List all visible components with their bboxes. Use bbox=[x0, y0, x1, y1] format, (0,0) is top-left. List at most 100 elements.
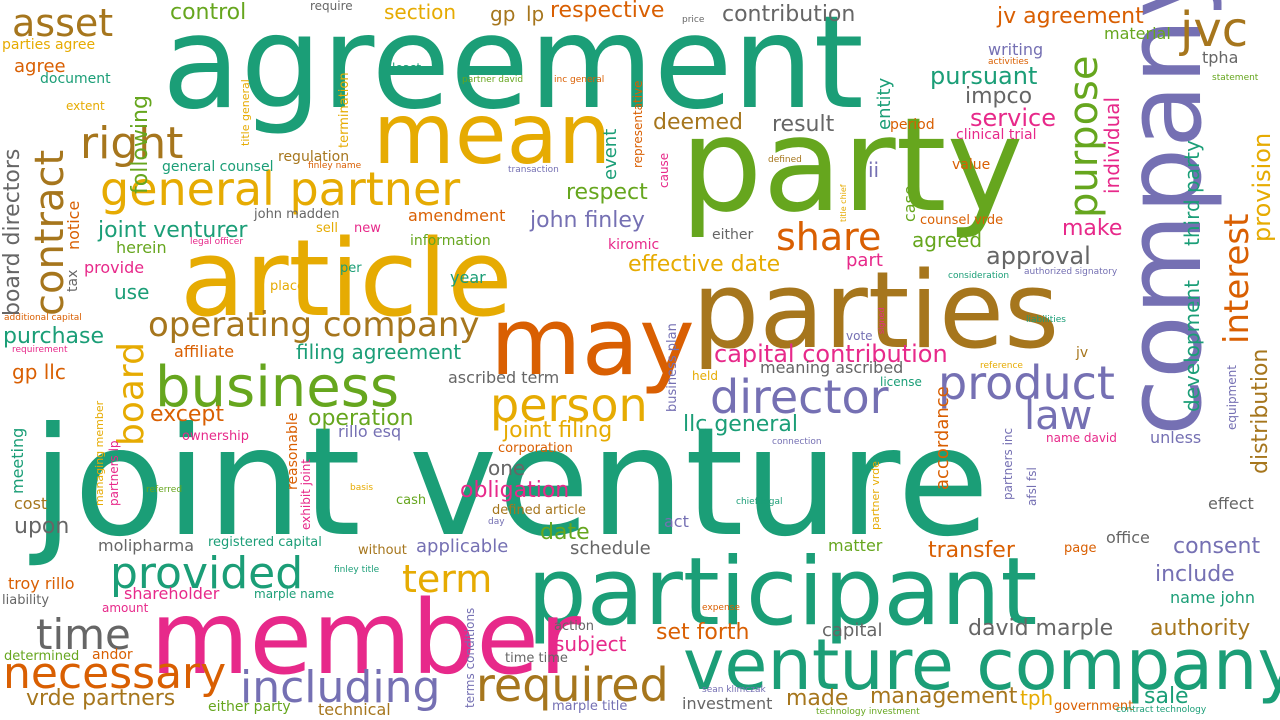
word: regulation bbox=[278, 149, 350, 165]
word: without bbox=[358, 543, 407, 558]
word: vote bbox=[846, 329, 873, 343]
word: government bbox=[1054, 699, 1134, 714]
word: value bbox=[952, 157, 991, 173]
word: meeting bbox=[8, 427, 27, 494]
word: one bbox=[488, 456, 526, 480]
word: defined bbox=[768, 155, 802, 165]
word: joint filing bbox=[503, 418, 613, 443]
word: made bbox=[786, 686, 849, 711]
word: following bbox=[128, 95, 153, 194]
word: place bbox=[270, 279, 305, 294]
word: make bbox=[1062, 216, 1123, 241]
word: affiliate bbox=[174, 342, 235, 361]
word: asset bbox=[12, 1, 114, 45]
word: john finley bbox=[530, 208, 645, 233]
word: meaning ascribed bbox=[760, 358, 904, 377]
word: title chief bbox=[839, 184, 848, 222]
word: general counsel bbox=[162, 159, 274, 175]
word: termination bbox=[337, 72, 352, 148]
word: name john bbox=[1170, 588, 1255, 607]
word: provided bbox=[110, 548, 304, 599]
word: effect bbox=[1208, 494, 1254, 513]
word: marple name bbox=[254, 587, 335, 601]
word: writing bbox=[988, 40, 1044, 59]
word: include bbox=[1155, 562, 1235, 587]
word: agreement bbox=[162, 0, 864, 138]
word: title general bbox=[239, 79, 252, 146]
word: day bbox=[488, 517, 505, 527]
word: cause bbox=[657, 152, 671, 188]
word: upon bbox=[14, 514, 70, 539]
word: authorized signatory bbox=[1024, 267, 1118, 277]
word: authority bbox=[1150, 616, 1251, 641]
word: part bbox=[846, 250, 883, 271]
word: jvc bbox=[1180, 2, 1249, 58]
word: result bbox=[772, 112, 835, 137]
word: operation bbox=[308, 406, 414, 431]
word: case bbox=[900, 185, 919, 222]
word: amount bbox=[102, 601, 149, 615]
word: filing agreement bbox=[296, 340, 462, 364]
word: mean bbox=[373, 85, 612, 183]
word: board directors bbox=[0, 148, 25, 316]
word: new bbox=[354, 221, 381, 236]
word: share bbox=[776, 215, 882, 259]
word: contribution bbox=[722, 2, 856, 27]
word: gp bbox=[490, 2, 516, 26]
word: either bbox=[712, 227, 754, 243]
word: purchase bbox=[3, 324, 104, 349]
word: exhibit joint bbox=[299, 458, 313, 530]
word: schedule bbox=[570, 538, 651, 559]
word: third party bbox=[1180, 140, 1204, 246]
word: sell bbox=[316, 221, 338, 236]
word: period bbox=[890, 117, 935, 133]
word: ascribed term bbox=[448, 368, 560, 387]
word: sale bbox=[1144, 684, 1189, 709]
word: information bbox=[410, 233, 491, 249]
word: activities bbox=[988, 57, 1029, 67]
word: partner vrde bbox=[869, 461, 882, 530]
word: license bbox=[880, 375, 922, 389]
word: tph bbox=[1020, 686, 1054, 710]
word: notice bbox=[64, 200, 83, 250]
word: page bbox=[1064, 541, 1097, 556]
word: venture company bbox=[683, 624, 1280, 706]
word: partners lp bbox=[107, 440, 121, 506]
word: obligation bbox=[460, 478, 570, 503]
word: david marple bbox=[968, 616, 1114, 641]
word: set forth bbox=[656, 620, 750, 645]
word: require bbox=[310, 0, 353, 13]
word: consideration bbox=[948, 271, 1010, 281]
word: sean klimczak bbox=[702, 685, 766, 695]
word: connection bbox=[772, 437, 822, 447]
word: corporation bbox=[498, 441, 573, 456]
word: act bbox=[664, 512, 689, 531]
word: management bbox=[870, 684, 1018, 709]
word: control bbox=[170, 0, 247, 25]
word: amendment bbox=[408, 206, 506, 225]
word: tax bbox=[65, 269, 81, 292]
word: term bbox=[402, 557, 493, 601]
word: vrde partners bbox=[26, 686, 176, 711]
word: name david bbox=[1046, 431, 1117, 445]
word: andor bbox=[92, 647, 133, 663]
word: general partner bbox=[100, 162, 461, 216]
word: equipment bbox=[1225, 365, 1239, 430]
word: parties agree bbox=[2, 37, 96, 53]
word: provide bbox=[84, 258, 145, 277]
word: partners inc bbox=[1001, 427, 1015, 500]
word: investment bbox=[682, 694, 773, 713]
word: consent bbox=[1173, 534, 1261, 559]
word: product bbox=[938, 356, 1115, 410]
word: liability bbox=[2, 593, 50, 608]
word: provision bbox=[1248, 132, 1276, 242]
word: joint venture bbox=[32, 396, 990, 570]
word: basis bbox=[350, 483, 374, 493]
word: distribution bbox=[1248, 348, 1273, 474]
word: business bbox=[155, 355, 400, 420]
word: law bbox=[1024, 393, 1093, 439]
word: operating company bbox=[148, 305, 480, 345]
word: joint venturer bbox=[98, 218, 248, 243]
word: matter bbox=[828, 536, 883, 555]
word: additional capital bbox=[4, 313, 82, 323]
